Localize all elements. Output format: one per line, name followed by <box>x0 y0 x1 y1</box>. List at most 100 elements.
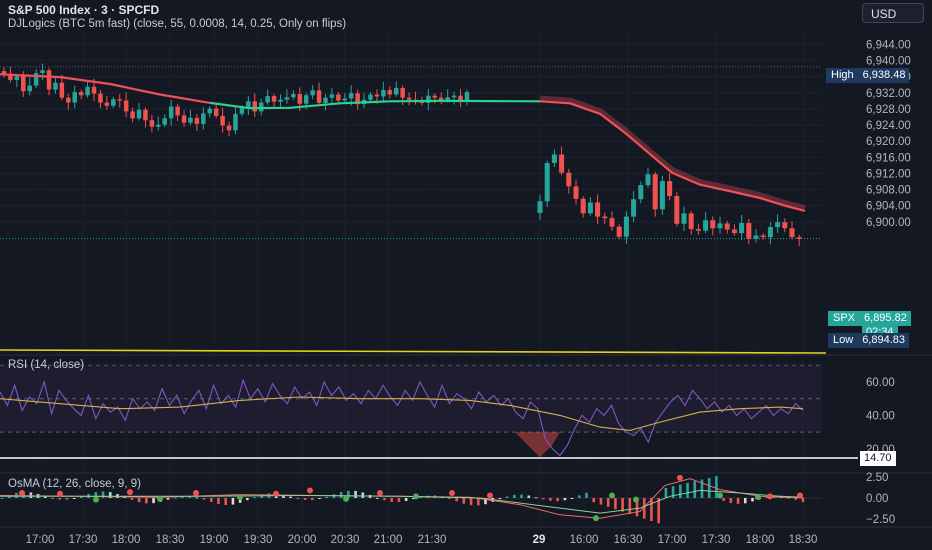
candle <box>14 76 20 80</box>
osma-cross-dot <box>377 489 383 496</box>
osma-histogram-bar <box>181 496 184 498</box>
candle <box>8 73 13 80</box>
osma-histogram-bar <box>642 498 646 519</box>
osma-histogram-bar <box>700 479 704 498</box>
candle <box>78 92 84 96</box>
ma-ribbon <box>539 95 806 211</box>
osma-cross-dot <box>755 494 761 501</box>
osma-cross-dot <box>767 493 773 500</box>
rsi-ma-line <box>0 396 804 431</box>
candle <box>566 172 572 187</box>
candle <box>438 97 444 101</box>
high-tag-value: 6,938.48 <box>858 68 910 83</box>
osma-cross-dot <box>797 492 803 499</box>
osma-histogram-bar <box>520 494 523 498</box>
candle <box>464 92 470 102</box>
osma-histogram-bar <box>130 498 134 500</box>
candle <box>265 96 270 103</box>
osma-pane[interactable] <box>0 474 822 524</box>
candle <box>143 109 148 121</box>
price-tick-label: 6,912.00 <box>866 168 911 180</box>
time-tick-label: 17:00 <box>658 534 687 546</box>
candle <box>291 94 296 98</box>
candle <box>1 71 7 74</box>
candle <box>156 124 161 127</box>
osma-histogram-bar <box>679 484 682 498</box>
osma-histogram-bar <box>513 494 516 498</box>
rsi-label[interactable]: RSI (14, close) <box>8 359 85 371</box>
osma-label[interactable]: OsMA (12, 26, close, 9, 9) <box>8 478 141 490</box>
rsi-line <box>0 378 804 457</box>
candle <box>149 120 155 127</box>
price-tick-label: 6,916.00 <box>866 152 911 164</box>
osma-histogram-bar <box>361 492 365 498</box>
price-tick-label: 6,928.00 <box>866 104 911 116</box>
low-tag: Low 6,894.83 <box>828 333 910 348</box>
osma-histogram-bar <box>765 496 769 498</box>
osma-histogram-bar <box>614 498 617 510</box>
candle <box>111 99 116 106</box>
candle <box>767 227 773 238</box>
osma-histogram-bar <box>448 498 451 499</box>
osma-histogram-bar <box>289 496 292 498</box>
candle <box>40 70 45 74</box>
osma-histogram-bar <box>563 498 567 501</box>
osma-histogram-bar <box>606 498 610 507</box>
candle <box>85 86 90 96</box>
indicator-label[interactable]: DJLogics (BTC 5m fast) (close, 55, 0.000… <box>8 18 347 30</box>
osma-histogram-bar <box>347 490 350 498</box>
osma-histogram-bar <box>570 498 574 499</box>
osma-histogram-bar <box>722 498 725 501</box>
candle <box>426 95 431 103</box>
candle <box>342 98 348 101</box>
rsi-pane[interactable] <box>0 364 858 459</box>
candle <box>445 97 450 101</box>
candle <box>789 228 795 238</box>
grid-lines <box>0 30 932 528</box>
price-pane[interactable] <box>0 63 827 354</box>
osma-histogram-bar <box>650 498 653 522</box>
osma-histogram-bar <box>715 476 718 498</box>
candle <box>252 101 258 112</box>
osma-histogram-bar <box>296 498 300 499</box>
osma-histogram-bar <box>556 498 559 502</box>
candle <box>46 70 52 90</box>
candle <box>336 94 341 101</box>
osma-histogram-bar <box>541 498 545 500</box>
osma-cross-dot <box>487 492 493 499</box>
time-tick-label: 18:00 <box>746 534 775 546</box>
osma-histogram-bar <box>484 498 487 505</box>
osma-histogram-bar <box>664 487 668 498</box>
candle <box>329 94 335 98</box>
osma-histogram-bar <box>152 498 155 504</box>
candle <box>220 115 225 126</box>
time-tick-label: 18:30 <box>156 534 185 546</box>
osma-cross-dot <box>157 495 163 502</box>
high-tag-label: High <box>826 68 859 83</box>
candle <box>659 181 665 210</box>
currency-button[interactable]: USD <box>862 3 924 23</box>
osma-cross-dot <box>449 489 455 496</box>
candle <box>130 111 135 119</box>
candle <box>631 199 637 217</box>
osma-histogram-bar <box>101 491 105 498</box>
osma-histogram-bar <box>145 498 148 504</box>
osma-cross-dot <box>609 492 615 499</box>
osma-histogram-bar <box>729 498 733 503</box>
osma-cross-dot <box>307 487 313 494</box>
candle <box>688 213 694 230</box>
osma-histogram-bar <box>137 498 141 503</box>
osma-histogram-bar <box>383 498 386 501</box>
price-tick-label: 6,920.00 <box>866 136 911 148</box>
osma-cross-dot <box>633 496 639 503</box>
rsi-tick-label: 60.00 <box>866 377 895 389</box>
candle <box>703 220 709 231</box>
osma-histogram-bar <box>43 496 47 498</box>
time-tick-label: 16:30 <box>614 534 643 546</box>
candle <box>638 185 644 200</box>
candle <box>284 97 290 100</box>
osma-histogram-bar <box>0 498 4 499</box>
osma-histogram-bar <box>736 498 740 504</box>
osma-histogram-bar <box>390 498 393 502</box>
